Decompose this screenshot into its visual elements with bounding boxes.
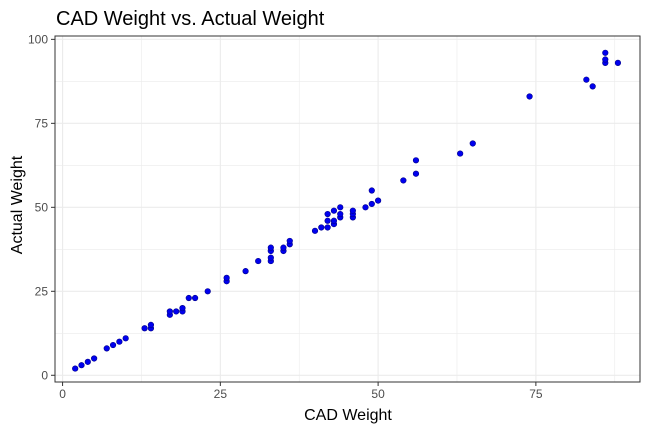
- data-point: [412, 157, 420, 164]
- data-point: [412, 170, 420, 177]
- data-point: [311, 227, 319, 234]
- data-point: [349, 207, 356, 214]
- data-point: [526, 93, 533, 100]
- data-point: [173, 308, 180, 315]
- data-point: [368, 187, 375, 194]
- y-axis-label: Actual Weight: [9, 155, 26, 254]
- data-point: [400, 177, 407, 184]
- data-point: [457, 150, 464, 157]
- data-point: [255, 257, 262, 265]
- data-point: [368, 200, 375, 208]
- chart-title: CAD Weight vs. Actual Weight: [56, 8, 325, 30]
- data-point: [223, 274, 230, 281]
- data-point: [72, 365, 79, 372]
- data-point: [78, 362, 85, 369]
- data-point: [324, 217, 331, 224]
- data-point: [116, 338, 123, 345]
- x-axis-label: CAD Weight: [304, 407, 392, 424]
- plot-panel-border: [54, 35, 641, 383]
- data-point: [362, 204, 369, 211]
- data-point: [141, 325, 148, 332]
- data-point: [337, 210, 344, 218]
- data-point: [602, 49, 609, 56]
- data-point: [280, 244, 287, 251]
- data-point: [602, 56, 609, 63]
- y-tick-label: 0: [41, 368, 48, 382]
- data-point: [330, 217, 338, 224]
- data-point: [589, 83, 596, 90]
- data-point: [324, 210, 331, 218]
- ticks-layer: 0 25 50 75 0 25 50 75 100: [28, 32, 543, 401]
- x-tick-label: 50: [371, 387, 385, 401]
- y-tick-label: 25: [35, 284, 49, 298]
- data-point: [267, 254, 274, 261]
- points-layer: [72, 49, 622, 372]
- x-tick-label: 0: [59, 387, 66, 401]
- data-point: [91, 355, 98, 362]
- data-point: [324, 224, 331, 231]
- data-point: [267, 244, 274, 251]
- data-point: [179, 304, 186, 312]
- data-point: [375, 197, 382, 204]
- data-point: [109, 341, 117, 349]
- data-point: [337, 204, 344, 211]
- data-point: [204, 288, 211, 295]
- data-point: [84, 358, 91, 365]
- y-tick-label: 75: [35, 116, 49, 130]
- data-point: [583, 76, 590, 83]
- grid-layer: [55, 36, 640, 382]
- y-tick-label: 50: [35, 200, 49, 214]
- data-point: [318, 224, 325, 231]
- y-tick-label: 100: [28, 32, 48, 46]
- data-point: [614, 59, 622, 66]
- data-point: [242, 268, 249, 275]
- data-point: [330, 207, 338, 214]
- data-point: [469, 140, 476, 147]
- data-point: [122, 335, 129, 342]
- data-point: [185, 294, 192, 302]
- data-point: [286, 237, 293, 245]
- data-point: [191, 294, 199, 302]
- data-point: [166, 308, 173, 315]
- data-point: [103, 345, 110, 352]
- data-point: [147, 321, 155, 328]
- x-tick-label: 75: [529, 387, 543, 401]
- x-tick-label: 25: [214, 387, 228, 401]
